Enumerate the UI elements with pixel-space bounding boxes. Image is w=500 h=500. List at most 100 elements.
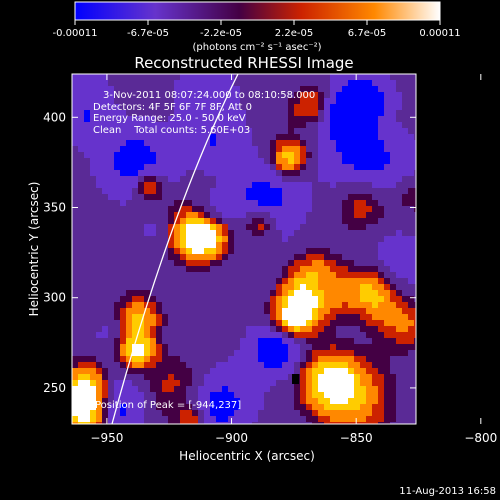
heatmap-cell bbox=[258, 98, 264, 104]
heatmap-cell bbox=[282, 380, 288, 386]
heatmap-cell bbox=[324, 182, 330, 188]
heatmap-cell bbox=[294, 314, 300, 320]
heatmap-cell bbox=[414, 164, 416, 170]
heatmap-cell bbox=[150, 404, 156, 410]
heatmap-cell bbox=[210, 362, 216, 368]
heatmap-cell bbox=[294, 110, 300, 116]
heatmap-cell bbox=[378, 110, 384, 116]
heatmap-cell bbox=[162, 182, 168, 188]
heatmap-cell bbox=[174, 188, 180, 194]
heatmap-cell bbox=[72, 158, 78, 164]
heatmap-cell bbox=[102, 74, 108, 80]
heatmap-cell bbox=[276, 122, 282, 128]
heatmap-cell bbox=[366, 260, 372, 266]
heatmap-cell bbox=[312, 344, 318, 350]
heatmap-cell bbox=[324, 146, 330, 152]
heatmap-cell bbox=[234, 344, 240, 350]
heatmap-cell bbox=[360, 74, 366, 80]
heatmap-cell bbox=[336, 374, 342, 380]
heatmap-cell bbox=[306, 302, 312, 308]
heatmap-cell bbox=[288, 314, 294, 320]
heatmap-cell bbox=[240, 74, 246, 80]
heatmap-cell bbox=[204, 188, 210, 194]
heatmap-cell bbox=[138, 200, 144, 206]
heatmap-cell bbox=[168, 98, 174, 104]
heatmap-cell bbox=[204, 374, 210, 380]
heatmap-cell bbox=[90, 176, 96, 182]
heatmap-cell bbox=[288, 290, 294, 296]
heatmap-cell bbox=[162, 380, 168, 386]
heatmap-cell bbox=[396, 140, 402, 146]
heatmap-cell bbox=[312, 266, 318, 272]
heatmap-cell bbox=[222, 200, 228, 206]
heatmap-cell bbox=[150, 266, 156, 272]
heatmap-cell bbox=[246, 170, 252, 176]
heatmap-cell bbox=[162, 164, 168, 170]
heatmap-cell bbox=[102, 260, 108, 266]
heatmap-cell bbox=[84, 416, 90, 422]
heatmap-cell bbox=[372, 206, 378, 212]
heatmap-cell bbox=[180, 338, 186, 344]
heatmap-cell bbox=[204, 206, 210, 212]
heatmap-cell bbox=[336, 368, 342, 374]
heatmap-cell bbox=[228, 350, 234, 356]
heatmap-cell bbox=[252, 266, 258, 272]
heatmap-cell bbox=[210, 98, 216, 104]
heatmap-cell bbox=[366, 290, 372, 296]
heatmap-cell bbox=[186, 392, 192, 398]
heatmap-cell bbox=[300, 344, 306, 350]
heatmap-cell bbox=[312, 206, 318, 212]
heatmap-cell bbox=[126, 422, 132, 424]
heatmap-cell bbox=[384, 218, 390, 224]
heatmap-cell bbox=[72, 170, 78, 176]
heatmap-cell bbox=[156, 200, 162, 206]
heatmap-cell bbox=[192, 404, 198, 410]
heatmap-cell bbox=[414, 308, 416, 314]
heatmap-cell bbox=[168, 356, 174, 362]
heatmap-cell bbox=[192, 344, 198, 350]
heatmap-cell bbox=[138, 116, 144, 122]
heatmap-cell bbox=[348, 416, 354, 422]
heatmap-cell bbox=[354, 116, 360, 122]
heatmap-cell bbox=[348, 422, 354, 424]
heatmap-cell bbox=[138, 344, 144, 350]
heatmap-cell bbox=[186, 422, 192, 424]
heatmap-cell bbox=[186, 308, 192, 314]
heatmap-cell bbox=[330, 398, 336, 404]
heatmap-cell bbox=[360, 350, 366, 356]
heatmap-cell bbox=[156, 206, 162, 212]
heatmap-cell bbox=[348, 248, 354, 254]
heatmap-cell bbox=[90, 320, 96, 326]
heatmap-cell bbox=[354, 128, 360, 134]
heatmap-cell bbox=[84, 80, 90, 86]
heatmap-cell bbox=[78, 284, 84, 290]
heatmap-cell bbox=[336, 272, 342, 278]
heatmap-cell bbox=[378, 170, 384, 176]
heatmap-cell bbox=[396, 152, 402, 158]
heatmap-cell bbox=[378, 182, 384, 188]
heatmap-cell bbox=[414, 272, 416, 278]
heatmap-cells bbox=[72, 74, 416, 424]
heatmap-cell bbox=[84, 374, 90, 380]
heatmap-cell bbox=[216, 212, 222, 218]
heatmap-cell bbox=[204, 362, 210, 368]
heatmap-cell bbox=[342, 86, 348, 92]
heatmap-cell bbox=[414, 242, 416, 248]
heatmap-cell bbox=[300, 410, 306, 416]
heatmap-cell bbox=[192, 380, 198, 386]
heatmap-cell bbox=[246, 176, 252, 182]
heatmap-cell bbox=[96, 314, 102, 320]
heatmap-cell bbox=[354, 110, 360, 116]
heatmap-cell bbox=[84, 182, 90, 188]
heatmap-cell bbox=[342, 308, 348, 314]
heatmap-cell bbox=[378, 122, 384, 128]
heatmap-cell bbox=[264, 332, 270, 338]
heatmap-cell bbox=[414, 290, 416, 296]
heatmap-cell bbox=[168, 122, 174, 128]
heatmap-cell bbox=[396, 224, 402, 230]
heatmap-cell bbox=[402, 296, 408, 302]
heatmap-cell bbox=[270, 266, 276, 272]
heatmap-cell bbox=[390, 158, 396, 164]
heatmap-cell bbox=[408, 308, 414, 314]
heatmap-cell bbox=[264, 170, 270, 176]
